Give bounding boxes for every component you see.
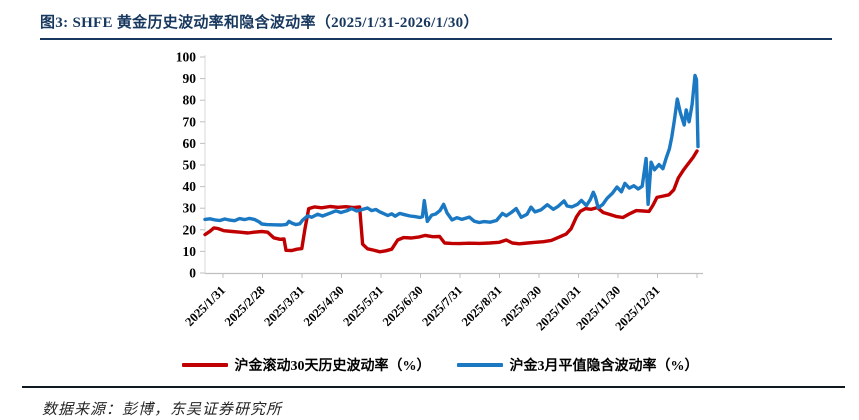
- x-tick-label: 2025/1/31: [182, 283, 228, 329]
- x-tick-label: 2025/6/30: [380, 283, 426, 329]
- y-tick-label: 90: [183, 71, 197, 86]
- y-tick-label: 40: [183, 179, 197, 194]
- y-tick-label: 0: [189, 266, 196, 281]
- legend-label-historical: 沪金滚动30天历史波动率（%）: [234, 359, 431, 374]
- y-tick-label: 10: [183, 244, 197, 259]
- y-tick-label: 100: [176, 50, 197, 65]
- series-line-historical-volatility: [203, 149, 699, 254]
- footer-rule: [22, 386, 845, 388]
- x-tick-label: 2025/7/31: [419, 283, 465, 329]
- legend-item-historical: 沪金滚动30天历史波动率（%）: [181, 355, 431, 375]
- title-rule: [40, 38, 832, 40]
- implied-line-swatch-icon: [456, 363, 503, 367]
- x-tick-label: 2025/4/30: [301, 283, 347, 329]
- y-tick-label: 70: [183, 114, 197, 129]
- x-tick-label: 2025/2/28: [222, 283, 268, 329]
- legend-item-implied: 沪金3月平值隐含波动率（%）: [456, 355, 699, 375]
- chart-legend: 沪金滚动30天历史波动率（%） 沪金3月平值隐含波动率（%）: [180, 355, 700, 375]
- series-line-implied-volatility: [203, 73, 700, 227]
- x-tick-label: 2025/3/31: [261, 283, 307, 329]
- figure-title: 图3: SHFE 黄金历史波动率和隐含波动率（2025/1/31-2026/1/…: [40, 15, 479, 31]
- y-tick-label: 60: [183, 136, 197, 151]
- x-tick-label: 2025/5/31: [340, 283, 386, 329]
- y-tick-label: 80: [183, 93, 197, 108]
- source-note: 数据来源：彭博，东吴证券研究所: [42, 402, 283, 418]
- y-tick-label: 50: [183, 158, 197, 173]
- y-tick-label: 20: [183, 222, 197, 237]
- legend-label-implied: 沪金3月平值隐含波动率（%）: [509, 359, 699, 374]
- x-tick-label: 2025/8/31: [459, 283, 505, 329]
- historical-line-swatch-icon: [181, 363, 228, 367]
- y-tick-label: 30: [183, 201, 197, 216]
